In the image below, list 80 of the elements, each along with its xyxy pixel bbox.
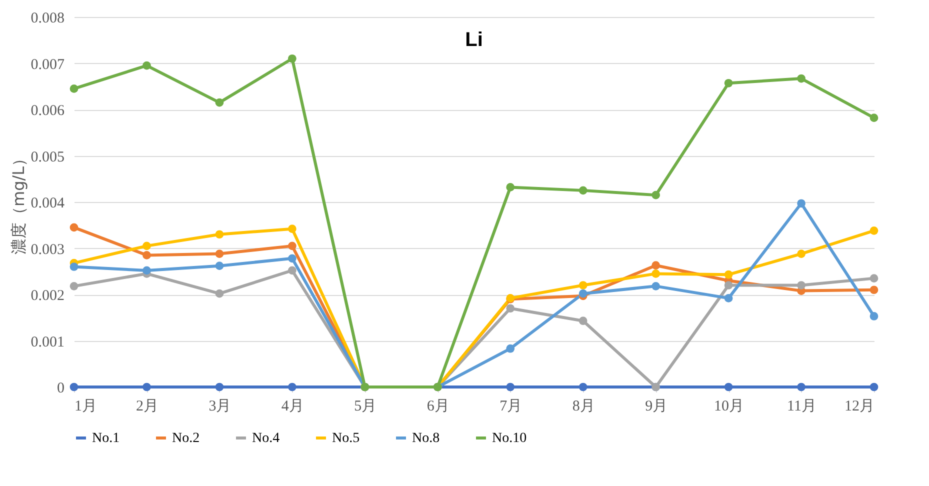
point: [142, 382, 151, 392]
x-tick-label: 1月: [74, 398, 97, 414]
point: [142, 251, 151, 260]
point: [870, 226, 878, 235]
legend-label: No.4: [252, 431, 280, 446]
point: [578, 289, 588, 298]
point: [870, 274, 878, 282]
point: [870, 286, 878, 294]
x-tick-label: 12月: [844, 398, 874, 414]
point: [797, 382, 806, 392]
y-tick-label: 0.001: [30, 334, 64, 350]
point: [70, 382, 78, 392]
point: [288, 254, 296, 263]
y-axis-title: 濃度（mg/L）: [8, 150, 28, 255]
x-tick-label: 2月: [136, 398, 158, 414]
point: [70, 223, 78, 232]
y-tick-label: 0.004: [30, 196, 65, 212]
point: [506, 304, 515, 313]
point: [652, 270, 660, 278]
point: [215, 98, 224, 107]
point: [288, 54, 296, 63]
point: [724, 270, 733, 279]
point: [70, 282, 78, 290]
x-tick-label: 10月: [714, 398, 744, 414]
point: [724, 281, 733, 290]
x-tick-label: 5月: [354, 398, 377, 414]
x-tick-label: 11月: [787, 398, 816, 414]
point: [288, 224, 296, 233]
y-tick-label: 0.003: [30, 242, 64, 258]
y-tick-label: 0.008: [30, 10, 64, 26]
point: [724, 78, 733, 88]
point: [724, 294, 733, 302]
x-tick-label: 4月: [281, 398, 304, 414]
point: [215, 250, 224, 258]
point: [724, 382, 733, 392]
point: [70, 262, 78, 271]
point: [578, 316, 588, 326]
y-tick-label: 0.002: [30, 288, 64, 304]
point: [288, 382, 296, 392]
point: [797, 281, 806, 290]
point: [870, 312, 878, 320]
point: [578, 186, 588, 195]
point: [578, 382, 588, 392]
y-tick-label: 0.007: [30, 56, 65, 73]
y-tick-label: 0.006: [30, 103, 65, 119]
point: [652, 190, 660, 200]
point: [870, 114, 878, 122]
point: [797, 74, 806, 83]
point: [142, 61, 151, 70]
point: [288, 266, 296, 275]
point: [578, 281, 588, 290]
x-tick-label: 6月: [426, 398, 450, 414]
text: Li: [465, 29, 483, 51]
point: [797, 250, 806, 258]
point: [652, 261, 660, 270]
point: [506, 344, 515, 353]
legend-label: No.1: [92, 431, 120, 446]
point: [70, 84, 78, 93]
legend-label: No.2: [172, 431, 200, 446]
point: [142, 242, 151, 250]
point: [215, 382, 224, 392]
point: [870, 382, 878, 392]
x-tick-label: 8月: [572, 398, 595, 414]
x-tick-label: 3月: [208, 398, 232, 414]
point: [506, 382, 515, 392]
x-tick-label: 9月: [645, 398, 668, 414]
point: [215, 262, 224, 270]
legend-label: No.8: [412, 431, 440, 446]
point: [142, 266, 151, 275]
y-tick-label: 0: [57, 380, 64, 396]
y-tick-label: 0.005: [30, 149, 64, 166]
point: [506, 183, 515, 192]
legend-label: No.10: [492, 431, 527, 446]
point: [652, 282, 660, 290]
legend-label: No.5: [332, 431, 360, 446]
point: [797, 199, 806, 208]
point: [215, 230, 224, 239]
x-tick-label: 7月: [500, 398, 522, 414]
point: [215, 289, 224, 298]
point: [288, 242, 296, 250]
